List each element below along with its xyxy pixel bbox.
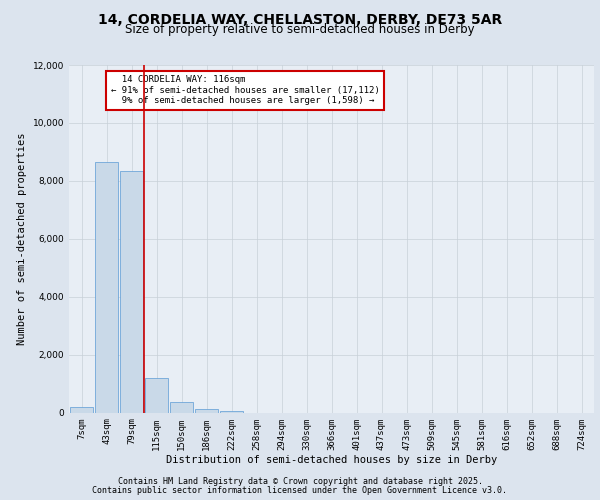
Text: 14, CORDELIA WAY, CHELLASTON, DERBY, DE73 5AR: 14, CORDELIA WAY, CHELLASTON, DERBY, DE7…	[98, 12, 502, 26]
Text: Contains HM Land Registry data © Crown copyright and database right 2025.: Contains HM Land Registry data © Crown c…	[118, 477, 482, 486]
Bar	[70, 406, 93, 412]
Text: Size of property relative to semi-detached houses in Derby: Size of property relative to semi-detach…	[125, 22, 475, 36]
Bar	[170, 402, 193, 412]
Text: 14 CORDELIA WAY: 116sqm
← 91% of semi-detached houses are smaller (17,112)
  9% : 14 CORDELIA WAY: 116sqm ← 91% of semi-de…	[111, 76, 380, 105]
Text: Contains public sector information licensed under the Open Government Licence v3: Contains public sector information licen…	[92, 486, 508, 495]
Bar	[145, 378, 168, 412]
Bar	[95, 162, 118, 412]
X-axis label: Distribution of semi-detached houses by size in Derby: Distribution of semi-detached houses by …	[166, 455, 497, 465]
Bar	[120, 170, 143, 412]
Bar	[195, 409, 218, 412]
Bar	[220, 411, 243, 412]
Y-axis label: Number of semi-detached properties: Number of semi-detached properties	[17, 132, 27, 345]
